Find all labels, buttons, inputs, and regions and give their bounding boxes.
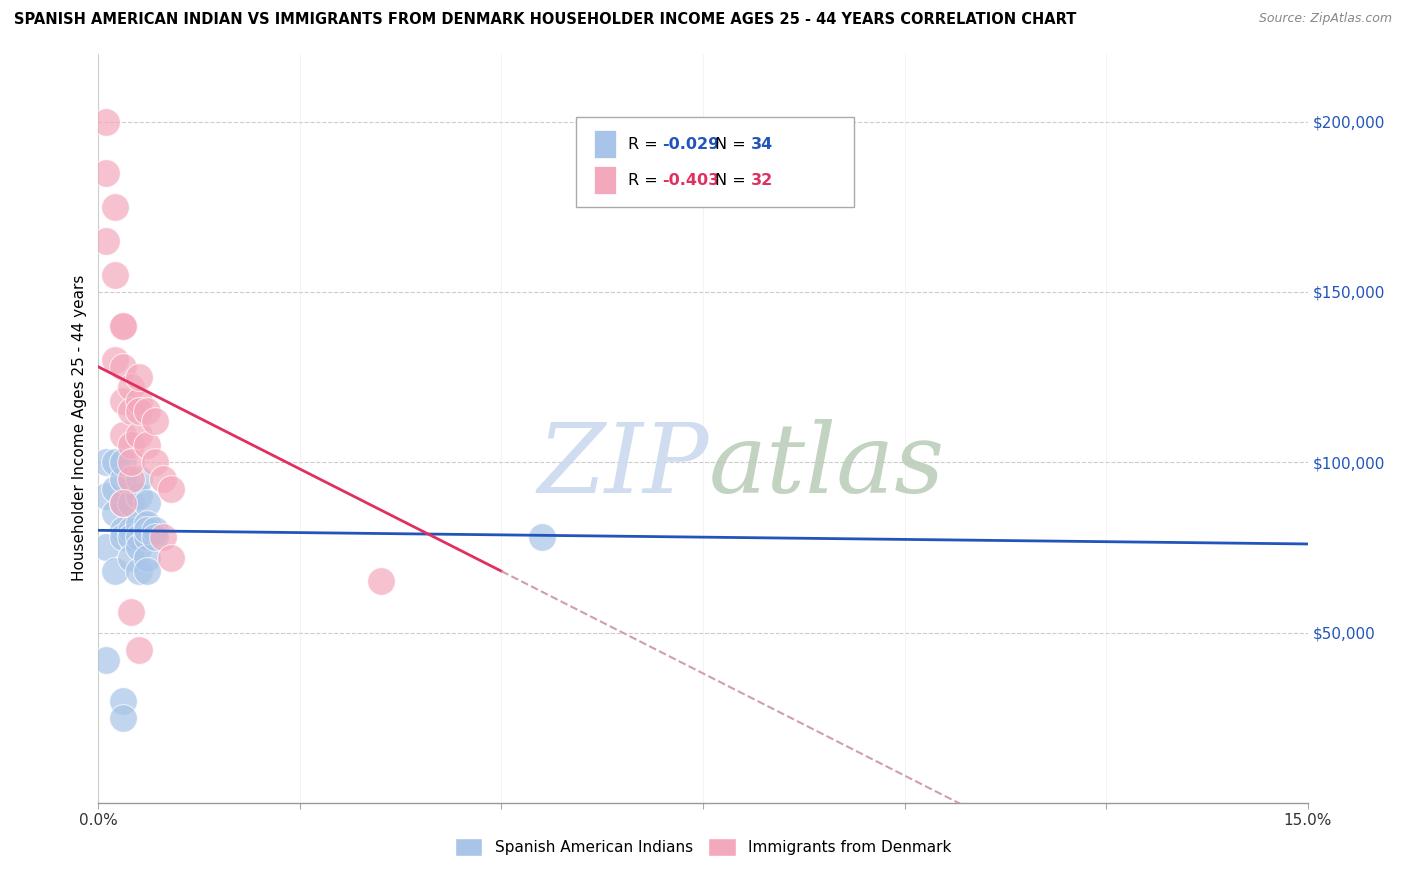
Point [143, 414, 166, 428]
Point [160, 483, 183, 497]
Point [111, 318, 134, 333]
Point [128, 404, 150, 418]
Point [128, 541, 150, 555]
Text: SPANISH AMERICAN INDIAN VS IMMIGRANTS FROM DENMARK HOUSEHOLDER INCOME AGES 25 - : SPANISH AMERICAN INDIAN VS IMMIGRANTS FR… [14, 12, 1077, 27]
Point [135, 524, 157, 538]
Point [120, 380, 142, 394]
Point [128, 472, 150, 486]
Text: R =: R = [628, 173, 662, 187]
Point [120, 550, 142, 565]
Point [120, 404, 142, 418]
Point [103, 483, 125, 497]
Point [128, 370, 150, 384]
Text: Source: ZipAtlas.com: Source: ZipAtlas.com [1258, 12, 1392, 25]
Point [135, 496, 157, 510]
Text: N =: N = [716, 173, 751, 187]
Bar [595, 166, 616, 194]
Point [160, 550, 183, 565]
Point [111, 524, 134, 538]
Legend: Spanish American Indians, Immigrants from Denmark: Spanish American Indians, Immigrants fro… [449, 831, 957, 863]
Point [96, 114, 118, 128]
Point [128, 642, 150, 657]
Point [111, 693, 134, 707]
FancyBboxPatch shape [576, 117, 855, 207]
Point [111, 496, 134, 510]
Point [530, 530, 553, 544]
Point [103, 455, 125, 469]
Point [143, 524, 166, 538]
Point [128, 428, 150, 442]
Point [111, 359, 134, 374]
Point [103, 353, 125, 368]
Text: ZIP: ZIP [537, 418, 709, 513]
Point [111, 496, 134, 510]
Point [128, 530, 150, 544]
Point [111, 530, 134, 544]
Point [152, 472, 174, 486]
Point [128, 516, 150, 531]
Point [135, 530, 157, 544]
Point [111, 393, 134, 408]
Point [128, 393, 150, 408]
Text: N =: N = [716, 136, 751, 152]
Point [135, 550, 157, 565]
Point [120, 530, 142, 544]
Y-axis label: Householder Income Ages 25 - 44 years: Householder Income Ages 25 - 44 years [72, 275, 87, 582]
Point [96, 653, 118, 667]
Point [111, 318, 134, 333]
Point [120, 496, 142, 510]
Point [120, 455, 142, 469]
Text: -0.403: -0.403 [662, 173, 718, 187]
Point [111, 711, 134, 725]
Point [120, 524, 142, 538]
Point [96, 234, 118, 248]
Point [96, 166, 118, 180]
Point [120, 605, 142, 619]
Text: 32: 32 [751, 173, 773, 187]
Text: atlas: atlas [709, 418, 945, 513]
Point [370, 574, 392, 589]
Point [111, 428, 134, 442]
Point [103, 506, 125, 520]
Point [103, 268, 125, 282]
Point [103, 200, 125, 214]
Point [96, 455, 118, 469]
Text: R =: R = [628, 136, 662, 152]
Point [135, 438, 157, 452]
Point [152, 530, 174, 544]
Point [111, 472, 134, 486]
Point [128, 489, 150, 503]
Point [128, 564, 150, 578]
Point [111, 455, 134, 469]
Point [135, 404, 157, 418]
Text: -0.029: -0.029 [662, 136, 718, 152]
Point [96, 489, 118, 503]
Point [120, 438, 142, 452]
Point [143, 455, 166, 469]
Point [143, 530, 166, 544]
Text: 34: 34 [751, 136, 773, 152]
Point [135, 516, 157, 531]
Point [120, 472, 142, 486]
Point [135, 564, 157, 578]
Bar [595, 130, 616, 159]
Point [96, 541, 118, 555]
Point [103, 564, 125, 578]
